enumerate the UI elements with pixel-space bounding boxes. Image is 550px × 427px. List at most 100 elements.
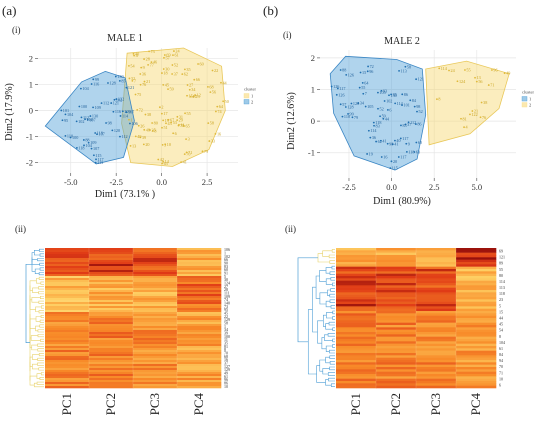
point-label: 22: [214, 68, 218, 73]
heatmap-cell: [45, 324, 90, 327]
heatmap-cell: [45, 298, 90, 301]
point-label: 109: [95, 105, 101, 110]
data-point: [405, 151, 408, 153]
heatmap-cell: [376, 374, 417, 377]
heatmap-cell: [133, 342, 178, 345]
heatmap-cell: [89, 294, 134, 297]
heatmap-cell: [89, 258, 134, 261]
row-label: 109: [224, 294, 230, 299]
heatmap-cell: [376, 315, 417, 319]
point-label: 48: [146, 127, 150, 132]
point-label: 42: [160, 157, 164, 162]
heatmap-cell: [177, 288, 222, 291]
heatmap-cell: [133, 254, 178, 257]
dendrogram-branch: [329, 366, 335, 371]
point-label: 60: [200, 62, 204, 67]
heatmap-cell: [133, 316, 178, 319]
dendrogram-branch: [31, 259, 40, 265]
heatmap-cell: [177, 320, 222, 323]
heatmap-cell: [456, 336, 497, 340]
dendrogram-branch: [331, 265, 335, 270]
heatmap-cell: [336, 294, 377, 298]
point-label: 86: [417, 122, 421, 127]
dendrogram-branch: [317, 253, 330, 263]
heatmap-cell: [133, 268, 178, 271]
row-label: 89: [499, 261, 503, 266]
row-label: 70: [224, 351, 228, 356]
point-label: 47: [192, 94, 196, 99]
row-label: 54: [499, 328, 503, 333]
heatmap-cell: [336, 271, 377, 274]
point-label: 43: [167, 121, 171, 126]
data-point: [347, 113, 349, 115]
dendrogram-branch: [327, 289, 331, 296]
point-label: 58: [407, 64, 411, 69]
heatmap-cell: [133, 276, 178, 279]
heatmap-cell: [89, 372, 134, 375]
dendrogram-branch: [329, 260, 335, 264]
row-label: 44: [499, 316, 503, 321]
row-label: 60: [224, 267, 228, 272]
heatmap-cell: [376, 301, 417, 305]
dendrogram-branch: [328, 377, 335, 382]
heatmap-cell: [416, 385, 457, 389]
data-point: [361, 82, 364, 84]
heatmap-cell: [177, 262, 222, 265]
x-tick-label: 5.0: [471, 182, 482, 192]
heatmap-cell: [376, 311, 417, 314]
data-point: [194, 94, 197, 96]
data-point: [119, 115, 122, 117]
point-label: 11: [180, 122, 184, 127]
heatmap-cell: [177, 352, 222, 355]
data-point: [139, 73, 142, 75]
data-point: [157, 158, 160, 161]
heatmap-cell: [89, 266, 134, 269]
heatmap-cell: [416, 329, 457, 333]
data-point: [480, 101, 483, 104]
row-label: 70: [499, 364, 503, 369]
dendrogram-branch: [327, 372, 335, 376]
point-label: 15: [189, 93, 193, 98]
row-label: 23: [499, 297, 503, 302]
point-label: 121: [418, 77, 424, 82]
heatmap-cell: [416, 318, 457, 321]
dendrogram-branch: [40, 372, 44, 376]
dendrogram-branch: [29, 280, 37, 291]
heatmap-cell: [336, 255, 377, 258]
point-label: 109: [124, 109, 130, 114]
heatmap-cell: [376, 313, 417, 316]
data-point: [394, 139, 396, 142]
data-point: [161, 162, 163, 165]
point-label: 93: [383, 88, 387, 93]
data-point: [397, 156, 400, 158]
dendrogram-branch: [322, 368, 330, 375]
column-labels: PC1 PC2 PC3 PC4: [59, 393, 206, 416]
data-point: [125, 86, 128, 89]
row-label: 86: [224, 381, 228, 386]
y-tick-label: -2: [26, 158, 33, 168]
heatmap-cell: [45, 336, 90, 339]
row-label: 10: [499, 376, 503, 381]
data-point: [401, 93, 404, 96]
legend-swatch: [243, 93, 250, 99]
data-point: [460, 117, 462, 120]
heatmap-cell: [416, 376, 457, 379]
heatmap-cell: [376, 327, 417, 330]
data-point: [61, 119, 64, 122]
data-point: [110, 102, 113, 104]
point-label: 29: [179, 118, 183, 123]
data-point: [364, 105, 367, 108]
heatmap-cell: [89, 290, 134, 293]
point-label: 117: [400, 154, 406, 159]
dendrogram-branch: [37, 362, 44, 366]
heatmap-cell: [376, 280, 417, 284]
data-point: [139, 136, 142, 139]
point-label: 59: [170, 87, 174, 92]
panel-label-b: (b): [263, 3, 279, 18]
heatmap-cell: [45, 274, 90, 277]
heatmap-cell: [89, 310, 134, 313]
heatmap-cell: [133, 282, 178, 285]
dendrogram-branch: [39, 253, 44, 257]
